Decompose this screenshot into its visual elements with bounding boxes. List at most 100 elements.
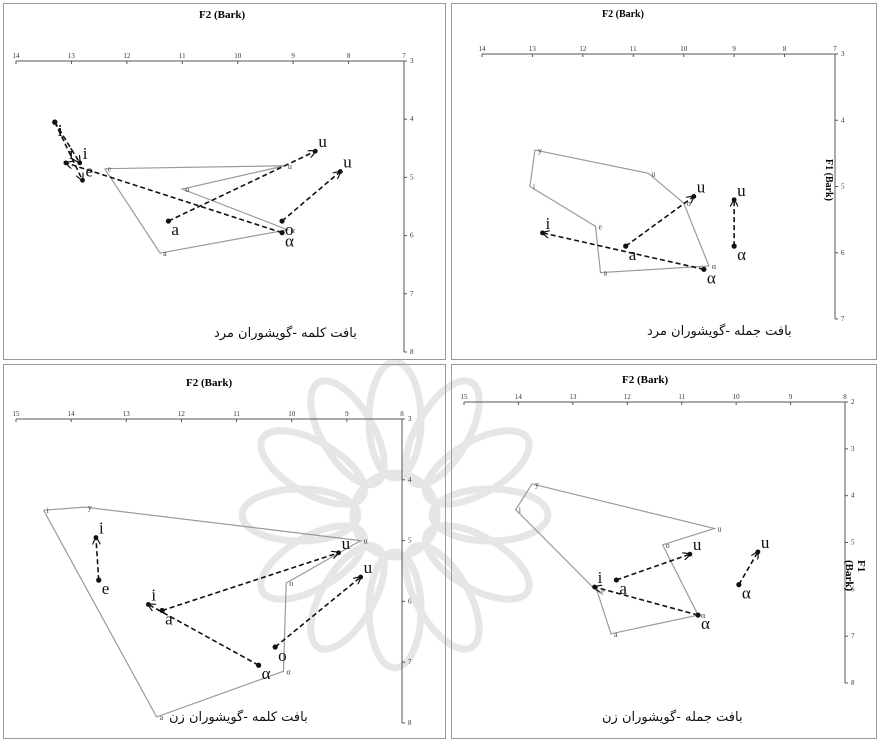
outline-vowel-label: e [598, 222, 602, 231]
x-axis-title: F2 (Bark) [186, 377, 233, 389]
y-axis-title: F1 (Bark) [823, 159, 834, 201]
x-tick-label: 13 [569, 393, 577, 401]
end-point [63, 160, 69, 166]
start-point [256, 662, 262, 668]
y-tick-label: 8 [851, 679, 855, 687]
end-point [145, 602, 151, 607]
y-tick-label: 7 [408, 658, 412, 666]
start-vowel-label: a [165, 610, 173, 629]
watermark-petal [307, 377, 388, 489]
y-tick-label: 7 [410, 290, 414, 298]
formant-transition-arrow [54, 121, 83, 180]
outline-vowel-label: u [288, 162, 292, 171]
outline-vowel-label: u [364, 537, 368, 546]
end-vowel-label: i [69, 144, 74, 163]
end-point [337, 169, 343, 174]
start-point [272, 644, 278, 650]
formant-transition-arrow [274, 577, 360, 648]
outline-vowel-label: i [47, 506, 50, 515]
formant-transition-arrow [161, 553, 338, 612]
x-tick-label: 14 [68, 410, 76, 418]
end-vowel-label: u [761, 533, 770, 552]
outline-vowel-label: a [604, 269, 608, 278]
x-tick-label: 10 [288, 410, 296, 418]
formant-transition-arrow [543, 233, 705, 271]
end-vowel-label: u [737, 181, 746, 200]
start-point [695, 612, 701, 618]
formant-transition-arrow [96, 538, 99, 581]
y-tick-label: 4 [408, 476, 412, 484]
y-tick-label: 4 [851, 492, 855, 500]
outline-vowel-label: o [666, 541, 670, 550]
x-tick-label: 11 [678, 393, 685, 401]
formant-transition-arrow [595, 587, 699, 616]
y-tick-label: 6 [841, 249, 845, 257]
start-vowel-label: α [285, 232, 294, 251]
y-tick-label: 3 [851, 445, 855, 453]
x-tick-label: 12 [178, 410, 186, 418]
end-point [77, 160, 83, 166]
end-point [687, 551, 693, 557]
x-tick-label: 9 [345, 410, 349, 418]
start-point [52, 119, 58, 125]
start-point [613, 577, 619, 583]
x-tick-label: 13 [68, 52, 76, 60]
start-vowel-label: i [58, 121, 63, 140]
y-tick-label: 5 [408, 537, 412, 545]
outline-vowel-label: o [289, 579, 293, 588]
y-tick-label: 4 [841, 116, 845, 124]
y-tick-label: 6 [410, 232, 414, 240]
outline-polygon [514, 483, 717, 635]
y-tick-label: 5 [841, 183, 845, 191]
start-vowel-label: α [701, 614, 710, 633]
chart-caption: بافت کلمه -گویشوران مرد [214, 326, 357, 341]
x-tick-label: 10 [680, 45, 688, 53]
end-point [358, 574, 364, 580]
end-point [93, 535, 99, 540]
x-tick-label: 8 [347, 52, 351, 60]
y-tick-label: 4 [410, 115, 414, 123]
end-vowel-label: u [342, 534, 351, 553]
chart-caption: بافت کلمه -گویشوران زن [169, 710, 308, 725]
x-tick-label: 11 [179, 52, 186, 60]
outline-polygon [104, 165, 290, 254]
y-tick-label: 5 [851, 539, 855, 547]
x-tick-label: 15 [461, 393, 469, 401]
x-tick-label: 11 [630, 45, 637, 53]
start-vowel-label: o [285, 220, 294, 239]
end-vowel-label: u [318, 132, 327, 151]
watermark-ornament-group [238, 358, 552, 672]
end-point [691, 194, 697, 199]
start-point [701, 266, 707, 272]
end-point [731, 197, 737, 203]
x-tick-label: 14 [13, 52, 21, 60]
y-tick-label: 5 [410, 173, 414, 181]
x-axis-title: F2 (Bark) [622, 374, 669, 386]
y-tick-label: 2 [851, 398, 855, 406]
start-vowel-label: i [58, 121, 63, 140]
chart-caption: بافت جمله -گویشوران مرد [647, 324, 792, 339]
y-tick-label: 6 [408, 597, 412, 605]
start-vowel-label: o [278, 646, 287, 665]
x-axis-title: F2 (Bark) [199, 9, 246, 21]
end-vowel-label: i [598, 568, 603, 587]
end-point [312, 148, 318, 154]
outline-vowel-label: i [519, 506, 522, 515]
chart-svg-male-word: 1413121110987345678euoαaiiieαiauou [13, 52, 415, 356]
formant-transition-arrow [168, 151, 315, 222]
y-tick-label: 3 [410, 57, 414, 65]
start-vowel-label: α [262, 664, 271, 683]
outline-vowel-label: α [712, 262, 717, 271]
outline-vowel-label: u [651, 169, 655, 178]
outline-vowel-label: y [88, 503, 92, 512]
outline-vowel-label: o [185, 185, 189, 194]
x-tick-label: 15 [13, 410, 21, 418]
start-point [279, 218, 285, 224]
chart-panel-male-word: 1413121110987345678euoαaiiieαiauou F2 (B… [3, 3, 446, 360]
formant-transition-arrow [738, 552, 758, 586]
end-vowel-label: u [343, 153, 352, 172]
